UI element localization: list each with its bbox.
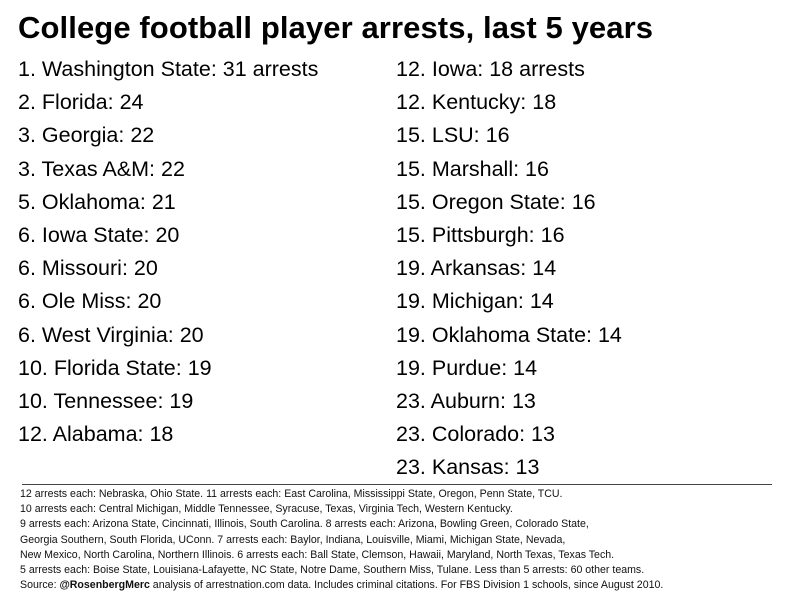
ranking-item: 12. Alabama: 18 — [18, 422, 174, 447]
ranking-item: 6. West Virginia: 20 — [18, 322, 204, 347]
ranking-item: 19. Michigan: 14 — [396, 289, 554, 314]
ranking-list-left: 1. Washington State: 31 arrests 2. Flori… — [18, 57, 318, 455]
source-description: analysis of arrestnation.com data. Inclu… — [149, 579, 664, 592]
ranking-item: 6. Ole Miss: 20 — [18, 289, 162, 314]
ranking-item: 10. Tennessee: 19 — [18, 388, 194, 413]
ranking-item: 5. Oklahoma: 21 — [18, 189, 176, 214]
ranking-item: 6. Missouri: 20 — [18, 256, 158, 281]
page-title: College football player arrests, last 5 … — [18, 10, 654, 45]
ranking-item: 3. Georgia: 22 — [18, 123, 155, 148]
source-handle: @RosenbergMerc — [59, 579, 150, 592]
ranking-item: 6. Iowa State: 20 — [18, 222, 180, 247]
ranking-item: 12. Kentucky: 18 — [396, 90, 557, 115]
ranking-item: 1. Washington State: 31 arrests — [18, 57, 319, 81]
footnote-line: Georgia Southern, South Florida, UConn. … — [20, 533, 566, 546]
ranking-list-right: 12. Iowa: 18 arrests 12. Kentucky: 18 15… — [396, 57, 622, 488]
ranking-item: 23. Kansas: 13 — [396, 455, 540, 480]
ranking-item: 12. Iowa: 18 arrests — [396, 57, 585, 81]
ranking-item: 23. Auburn: 13 — [396, 388, 536, 413]
footnote-line: 9 arrests each: Arizona State, Cincinnat… — [20, 518, 589, 531]
ranking-item: 2. Florida: 24 — [18, 90, 144, 115]
ranking-item: 10. Florida State: 19 — [18, 355, 212, 380]
footnote-line: 10 arrests each: Central Michigan, Middl… — [20, 503, 513, 516]
ranking-item: 23. Colorado: 13 — [396, 422, 555, 447]
ranking-item: 3. Texas A&M: 22 — [18, 156, 185, 181]
ranking-item: 15. Oregon State: 16 — [396, 189, 596, 214]
footnote-line: 5 arrests each: Boise State, Louisiana-L… — [20, 564, 645, 577]
ranking-item: 19. Oklahoma State: 14 — [396, 322, 622, 347]
source-line: Source: @RosenbergMerc analysis of arres… — [20, 578, 790, 593]
divider — [22, 484, 772, 485]
ranking-item: 15. Marshall: 16 — [396, 156, 549, 181]
ranking-item: 19. Arkansas: 14 — [396, 256, 557, 281]
footnote-line: New Mexico, North Carolina, Northern Ill… — [20, 548, 615, 561]
ranking-item: 15. Pittsburgh: 16 — [396, 222, 565, 247]
ranking-item: 19. Purdue: 14 — [396, 355, 538, 380]
ranking-item: 15. LSU: 16 — [396, 123, 510, 148]
footnote-line: 12 arrests each: Nebraska, Ohio State. 1… — [20, 488, 563, 500]
footnotes: 12 arrests each: Nebraska, Ohio State. 1… — [20, 487, 790, 593]
source-prefix: Source: — [20, 579, 60, 592]
